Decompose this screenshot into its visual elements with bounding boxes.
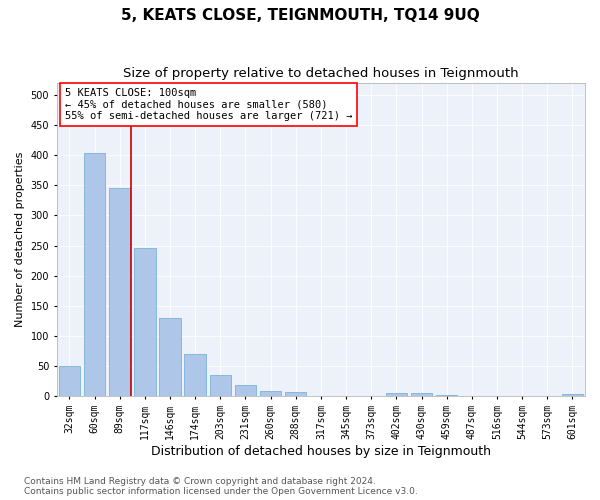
Text: Contains HM Land Registry data © Crown copyright and database right 2024.
Contai: Contains HM Land Registry data © Crown c… [24,476,418,496]
Text: 5, KEATS CLOSE, TEIGNMOUTH, TQ14 9UQ: 5, KEATS CLOSE, TEIGNMOUTH, TQ14 9UQ [121,8,479,22]
Bar [59,366,80,396]
Bar [562,394,583,396]
Text: 5 KEATS CLOSE: 100sqm
← 45% of detached houses are smaller (580)
55% of semi-det: 5 KEATS CLOSE: 100sqm ← 45% of detached … [65,88,352,121]
Bar [285,392,307,396]
Bar [411,393,432,396]
Bar [235,385,256,396]
Bar [84,154,105,396]
Y-axis label: Number of detached properties: Number of detached properties [15,152,25,327]
Bar [386,393,407,396]
Bar [184,354,206,396]
Bar [260,391,281,396]
Title: Size of property relative to detached houses in Teignmouth: Size of property relative to detached ho… [123,68,519,80]
Bar [109,188,130,396]
Bar [209,375,231,396]
X-axis label: Distribution of detached houses by size in Teignmouth: Distribution of detached houses by size … [151,444,491,458]
Bar [134,248,155,396]
Bar [160,318,181,396]
